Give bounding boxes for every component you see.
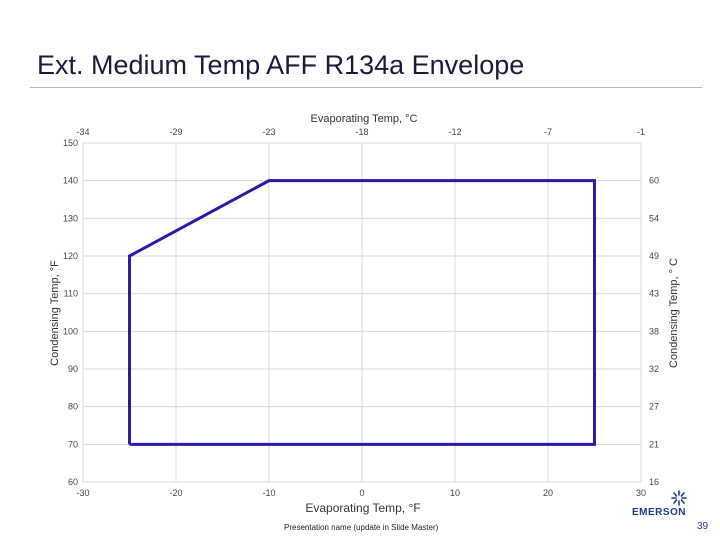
y-tick-label: 90 bbox=[68, 364, 78, 374]
y-tick-label: 130 bbox=[63, 213, 78, 223]
chart-series bbox=[128, 179, 596, 446]
chart-ticks: -30 -20 -10 0 10 20 30 60 70 80 90 100 110 120 130 140 1… bbox=[63, 127, 659, 498]
y-tick-label: 80 bbox=[68, 402, 78, 412]
x-tick-label: 30 bbox=[636, 488, 646, 498]
x-tick-label: -20 bbox=[169, 488, 182, 498]
slide-title: Ext. Medium Temp AFF R134a Envelope bbox=[37, 50, 525, 80]
footer-text: Presentation name (update in Slide Maste… bbox=[284, 523, 439, 532]
x2-tick-label: -12 bbox=[448, 127, 461, 137]
y-tick-label: 60 bbox=[68, 477, 78, 487]
x2-tick-label: -34 bbox=[76, 127, 89, 137]
chart-grid bbox=[82, 142, 642, 483]
emerson-logo-icon bbox=[671, 490, 687, 506]
y2-tick-label: 32 bbox=[649, 364, 659, 374]
y-tick-label: 110 bbox=[64, 289, 78, 299]
x-tick-label: 10 bbox=[450, 488, 460, 498]
y-tick-label: 120 bbox=[63, 251, 78, 261]
y2-tick-label: 43 bbox=[649, 289, 659, 299]
y-tick-label: 140 bbox=[63, 176, 78, 186]
y2-tick-label: 54 bbox=[649, 213, 659, 223]
y-tick-label: 70 bbox=[68, 439, 78, 449]
x2-tick-label: -23 bbox=[262, 127, 275, 137]
envelope-line bbox=[128, 179, 596, 446]
x2-tick-label: -29 bbox=[169, 127, 182, 137]
x2-tick-label: -1 bbox=[637, 127, 645, 137]
x-tick-label: -30 bbox=[76, 488, 89, 498]
x-tick-label: -10 bbox=[262, 488, 275, 498]
page-number: 39 bbox=[697, 521, 709, 532]
y2-axis-label: Condensing Temp, ° C bbox=[668, 258, 680, 368]
x2-tick-label: -7 bbox=[544, 127, 552, 137]
title-divider bbox=[30, 87, 702, 88]
y2-tick-label: 21 bbox=[649, 439, 659, 449]
x2-tick-label: -18 bbox=[355, 127, 368, 137]
x-tick-label: 20 bbox=[543, 488, 553, 498]
x-tick-label: 0 bbox=[359, 488, 364, 498]
y2-tick-label: 38 bbox=[649, 326, 659, 336]
y-tick-label: 100 bbox=[63, 326, 78, 336]
y2-tick-label: 16 bbox=[649, 477, 659, 487]
logo-wordmark: EMERSON bbox=[631, 507, 687, 518]
y-axis-label: Condensing Temp, °F bbox=[49, 260, 61, 366]
y2-tick-label: 49 bbox=[649, 251, 659, 261]
x2-axis-label: Evaporating Temp, °C bbox=[311, 113, 418, 125]
emerson-logo: EMERSON bbox=[624, 489, 694, 519]
x-axis-label: Evaporating Temp, °F bbox=[305, 501, 420, 515]
y2-tick-label: 27 bbox=[649, 402, 659, 412]
y-tick-label: 150 bbox=[63, 138, 78, 148]
y2-tick-label: 60 bbox=[649, 176, 659, 186]
